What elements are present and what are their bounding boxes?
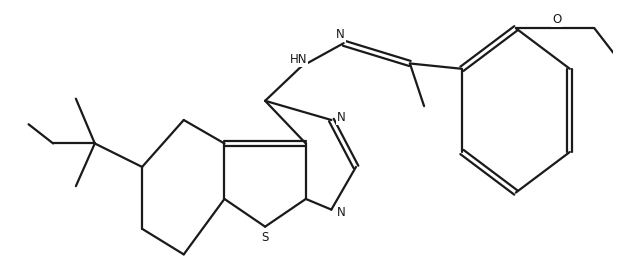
Text: O: O [552,13,561,26]
Text: N: N [337,28,345,41]
Text: HN: HN [289,53,307,66]
Text: S: S [261,231,269,244]
Text: N: N [337,206,346,219]
Text: N: N [337,111,346,124]
